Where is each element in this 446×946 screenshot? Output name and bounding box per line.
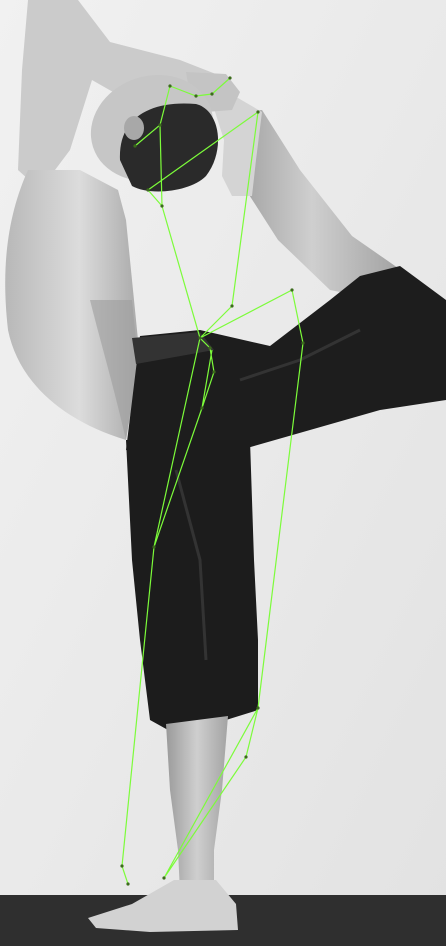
joint-marker — [256, 110, 260, 114]
hair — [119, 103, 219, 192]
standing-foot — [88, 880, 238, 932]
pants-raised-thigh — [126, 266, 446, 460]
joint-marker — [208, 346, 212, 350]
joint-marker — [120, 864, 124, 868]
pants-fold — [174, 469, 208, 661]
joint-marker — [198, 336, 202, 340]
joint-marker — [158, 123, 162, 127]
joint-marker — [244, 755, 248, 759]
skeleton-neck-line — [147, 111, 259, 208]
skeleton-torso-line — [153, 407, 203, 548]
joint-marker — [301, 341, 305, 345]
ear — [124, 116, 144, 140]
joint-marker — [152, 545, 156, 549]
joint-marker — [256, 706, 260, 710]
joint-marker — [210, 92, 214, 96]
torso-shadow — [90, 300, 138, 440]
pose-skeleton — [121, 77, 304, 885]
joint-marker — [228, 76, 232, 80]
joint-marker — [146, 188, 150, 192]
skeleton-shin-line — [163, 707, 259, 879]
skeleton-raised-leg-line — [199, 111, 304, 709]
pants-waistband — [132, 332, 214, 364]
joint-marker — [200, 406, 204, 410]
skeleton-shoulder-line — [161, 205, 215, 409]
skeleton-standing-leg-line — [121, 337, 201, 885]
joint-marker — [126, 882, 130, 886]
standing-shin — [166, 716, 228, 892]
torso — [5, 170, 141, 440]
pants-fold — [239, 328, 361, 382]
raised-foot — [210, 96, 262, 196]
joint-marker — [212, 370, 216, 374]
joint-marker — [168, 84, 172, 88]
raised-shin — [226, 110, 398, 300]
joint-marker — [290, 288, 294, 292]
joint-marker — [133, 144, 137, 148]
pants-standing-leg — [126, 440, 258, 730]
joint-marker — [230, 304, 234, 308]
skeleton-head-line — [134, 77, 231, 147]
pose-joints — [120, 76, 305, 886]
joint-marker — [160, 204, 164, 208]
joint-marker — [194, 94, 198, 98]
joint-marker — [162, 876, 166, 880]
